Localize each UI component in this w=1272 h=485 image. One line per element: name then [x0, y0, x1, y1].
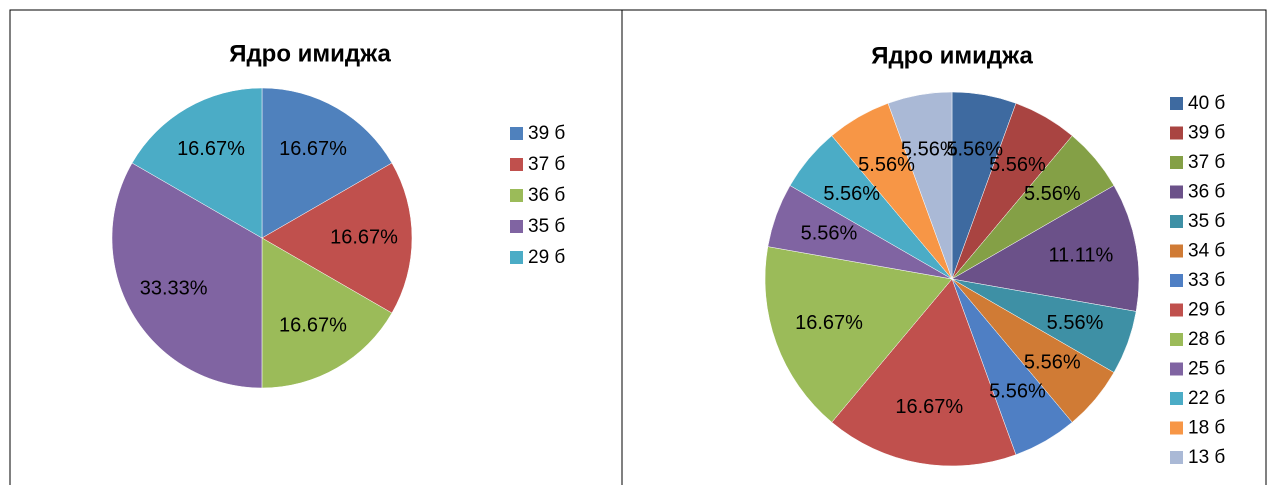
legend-swatch — [510, 158, 523, 171]
legend-swatch — [1170, 97, 1183, 110]
legend-label: 33 б — [1188, 270, 1225, 291]
legend-label: 36 б — [528, 185, 565, 206]
legend-label: 22 б — [1188, 388, 1225, 409]
legend-swatch — [510, 251, 523, 264]
data-label: 5.56% — [989, 381, 1046, 403]
pie-slice — [764, 246, 953, 423]
data-label: 16.67% — [279, 138, 347, 160]
pie-slice — [131, 87, 263, 239]
legend-label: 39 б — [528, 123, 565, 144]
data-label: 16.67% — [330, 226, 398, 248]
legend-label: 37 б — [1188, 152, 1225, 173]
pie-slice — [887, 91, 953, 280]
legend-swatch — [1170, 303, 1183, 317]
data-label: 5.56% — [989, 154, 1046, 176]
data-label: 16.67% — [895, 396, 963, 418]
legend-label: 35 б — [528, 216, 565, 237]
legend-label: 18 б — [1188, 418, 1225, 439]
data-label: 5.56% — [801, 223, 858, 245]
pie-slice — [261, 87, 393, 239]
legend-label: 35 б — [1188, 211, 1225, 232]
legend-label: 39 б — [1188, 123, 1225, 144]
legend-swatch — [1170, 362, 1183, 376]
data-label: 16.67% — [795, 312, 863, 334]
legend-swatch — [510, 189, 523, 202]
pie-slice — [951, 185, 1140, 312]
legend-swatch — [1170, 156, 1183, 169]
data-label: 5.56% — [1024, 351, 1081, 373]
legend-swatch — [1170, 126, 1183, 140]
legend-label: 40 б — [1188, 93, 1225, 114]
legend-swatch — [510, 220, 523, 233]
legend-label: 29 б — [528, 247, 565, 268]
legend-swatch — [1170, 333, 1183, 346]
data-label: 11.11% — [1048, 245, 1113, 267]
chart-title: Ядро имиджа — [229, 40, 391, 67]
legend-label: 25 б — [1188, 359, 1225, 380]
legend-swatch — [1170, 215, 1183, 228]
legend-swatch — [1170, 451, 1183, 464]
data-label: 5.56% — [858, 154, 915, 176]
chart-title: Ядро имиджа — [871, 42, 1033, 69]
data-label: 16.67% — [279, 315, 347, 337]
data-label: 5.56% — [823, 183, 880, 205]
legend-swatch — [1170, 274, 1183, 287]
data-label: 5.56% — [946, 138, 1003, 160]
legend-swatch — [1170, 185, 1183, 199]
pie-slice — [111, 162, 263, 389]
pie-slice — [261, 237, 393, 389]
legend-swatch — [510, 127, 523, 140]
pie-slice — [261, 162, 413, 314]
legend-swatch — [1170, 392, 1183, 405]
legend-label: 28 б — [1188, 329, 1225, 350]
legend-label: 13 б — [1188, 447, 1225, 468]
data-label: 16.67% — [177, 138, 245, 160]
data-label: 5.56% — [901, 138, 958, 160]
legend-swatch — [1170, 244, 1183, 258]
data-label: 5.56% — [1047, 312, 1104, 334]
legend-label: 37 б — [528, 154, 565, 175]
legend-label: 34 б — [1188, 241, 1225, 262]
pie-slice — [831, 278, 1017, 467]
legend-label: 29 б — [1188, 300, 1225, 321]
data-label: 5.56% — [1024, 183, 1081, 205]
data-label: 33.33% — [140, 277, 208, 299]
legend-swatch — [1170, 421, 1183, 435]
legend-label: 36 б — [1188, 182, 1225, 203]
